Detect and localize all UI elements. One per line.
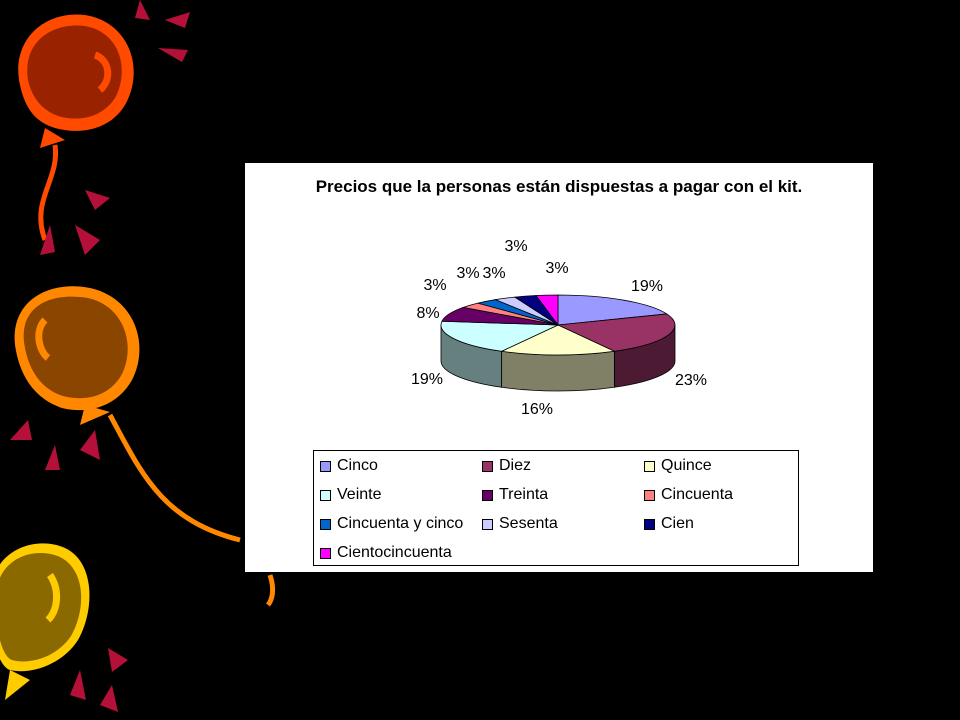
pie-slice-1 xyxy=(556,313,676,352)
pie-slice-3 xyxy=(440,320,559,352)
legend-swatch-7 xyxy=(482,518,493,530)
pie-slice-0 xyxy=(557,294,668,326)
legend-swatch-8 xyxy=(644,518,655,530)
pie-data-label-9: 3% xyxy=(545,260,568,277)
pie-data-label-7: 3% xyxy=(482,265,505,282)
pie-data-label-0: 19% xyxy=(631,278,663,295)
chart-title: Precios que la personas están dispuestas… xyxy=(315,177,803,196)
legend-item-2: Quince xyxy=(644,456,712,476)
legend-item-0: Cinco xyxy=(320,456,378,476)
legend-label-5: Cincuenta xyxy=(661,486,734,503)
legend-swatch-2 xyxy=(644,460,655,472)
pie-side-2 xyxy=(501,350,615,392)
pie-data-label-2: 16% xyxy=(521,401,553,418)
red-balloon-icon xyxy=(18,0,190,255)
orange-balloon-icon xyxy=(10,286,276,607)
legend-item-9: Cientocincuenta xyxy=(320,543,452,563)
pie-slice-9 xyxy=(535,294,559,327)
pie-data-label-6: 3% xyxy=(456,265,479,282)
yellow-balloon-icon xyxy=(0,543,128,712)
legend-item-1: Diez xyxy=(482,456,531,476)
chart-legend: Cinco Diez Quince Veinte Treinta Cincuenta Cin… xyxy=(313,450,799,566)
legend-label-2: Quince xyxy=(661,457,712,474)
pie-data-label-8: 3% xyxy=(504,238,527,255)
legend-item-7: Sesenta xyxy=(482,514,558,534)
legend-item-6: Cincuenta y cinco xyxy=(320,514,463,534)
legend-label-6: Cincuenta y cinco xyxy=(337,515,464,532)
legend-swatch-1 xyxy=(482,460,493,472)
legend-item-3: Veinte xyxy=(320,485,381,505)
pie-data-label-3: 19% xyxy=(411,371,443,388)
legend-item-4: Treinta xyxy=(482,485,548,505)
legend-label-3: Veinte xyxy=(337,486,382,503)
pie-data-label-1: 23% xyxy=(675,372,707,389)
legend-label-8: Cien xyxy=(661,515,694,532)
legend-item-8: Cien xyxy=(644,514,694,534)
pie-data-label-5: 3% xyxy=(423,277,446,294)
legend-label-7: Sesenta xyxy=(499,515,558,532)
pie-data-label-4: 8% xyxy=(416,305,439,322)
legend-label-9: Cientocincuenta xyxy=(337,544,452,561)
chart-panel: Precios que la personas están dispuestas… xyxy=(245,163,873,572)
legend-item-5: Cincuenta xyxy=(644,485,733,505)
legend-swatch-5 xyxy=(644,489,655,501)
pie-slice-2 xyxy=(500,324,616,356)
pie-chart: 19%23%16%19%8%3%3% 3%3%3% xyxy=(411,238,707,418)
legend-swatch-6 xyxy=(320,518,331,530)
legend-swatch-4 xyxy=(482,489,493,501)
legend-swatch-0 xyxy=(320,460,331,472)
legend-label-1: Diez xyxy=(499,457,532,474)
legend-label-4: Treinta xyxy=(499,486,549,503)
legend-swatch-9 xyxy=(320,547,331,559)
legend-label-0: Cinco xyxy=(337,457,378,474)
legend-swatch-3 xyxy=(320,489,331,501)
